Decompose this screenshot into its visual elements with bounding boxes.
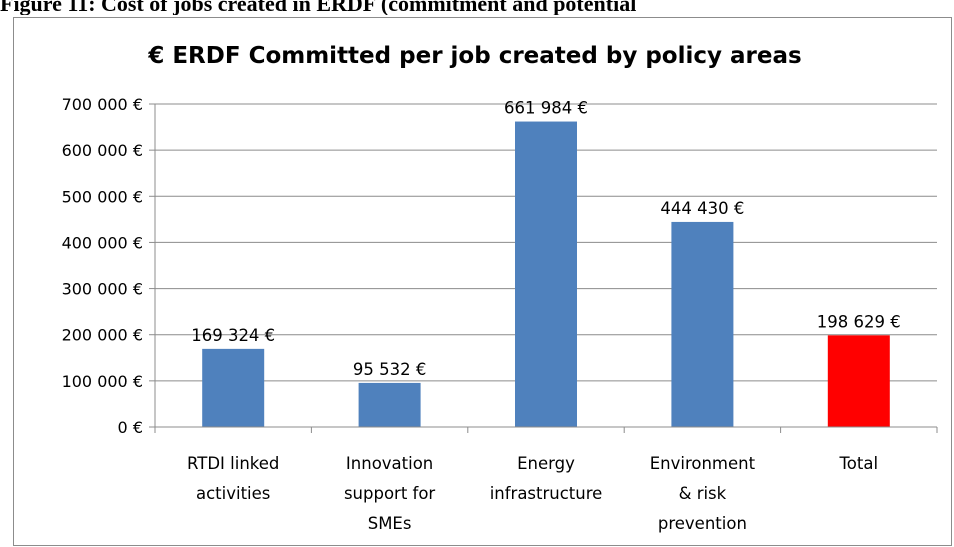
- x-category-label: RTDI linked: [187, 454, 279, 473]
- chart-frame: [13, 17, 952, 546]
- x-category-label: activities: [196, 484, 270, 503]
- y-axis: 0 € 100 000 € 200 000 € 300 000 € 400 000 € 5…: [62, 95, 156, 437]
- x-category-label: Total: [839, 454, 879, 473]
- bar: [671, 221, 734, 427]
- x-category-label: prevention: [658, 514, 747, 533]
- figure-caption: Figure 11: Cost of jobs created in ERDF …: [0, 0, 637, 15]
- x-category-label: Environment: [650, 454, 756, 473]
- x-category-label: Innovation: [346, 454, 433, 473]
- data-label: 444 430 €: [660, 199, 744, 218]
- y-tick-label: 400 000 €: [62, 233, 143, 252]
- data-label: 95 532 €: [353, 360, 426, 379]
- x-category-label: & risk: [679, 484, 727, 503]
- x-category-label: infrastructure: [490, 484, 603, 503]
- bar: [202, 348, 265, 427]
- x-axis: RTDI linked activities Innovation support f…: [154, 426, 938, 533]
- x-category-label: support for: [344, 484, 435, 503]
- bars: [202, 121, 890, 427]
- y-tick-label: 0 €: [118, 418, 143, 437]
- data-label: 661 984 €: [504, 99, 588, 118]
- y-tick-label: 600 000 €: [62, 141, 143, 160]
- bar: [827, 335, 890, 427]
- bar: [358, 382, 421, 427]
- x-category-label: SMEs: [368, 514, 412, 533]
- chart-title: € ERDF Committed per job created by poli…: [147, 43, 801, 69]
- x-category-label: Energy: [517, 454, 575, 473]
- y-tick-label: 700 000 €: [62, 95, 143, 114]
- y-tick-label: 300 000 €: [62, 280, 143, 299]
- y-tick-label: 200 000 €: [62, 326, 143, 345]
- data-labels: 169 324 € 95 532 € 661 984 € 444 430 € 198 6…: [191, 99, 901, 379]
- y-tick-label: 500 000 €: [62, 187, 143, 206]
- y-tick-label: 100 000 €: [62, 372, 143, 391]
- data-label: 169 324 €: [191, 326, 275, 345]
- data-label: 198 629 €: [817, 312, 901, 331]
- bar: [515, 121, 577, 427]
